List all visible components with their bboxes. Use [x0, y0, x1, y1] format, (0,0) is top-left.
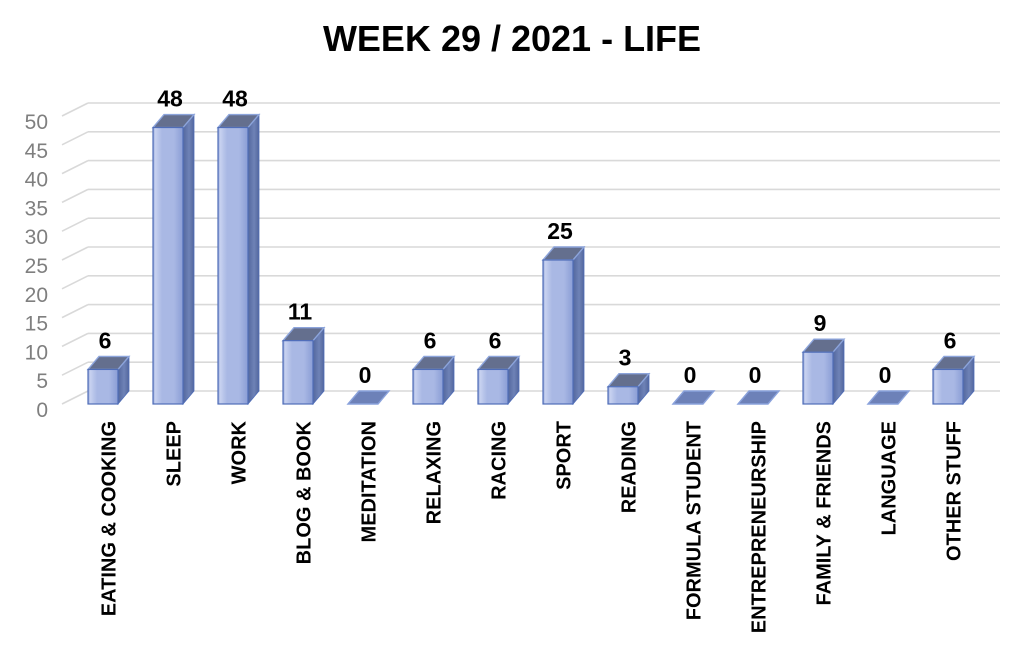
x-category-label: MEDITATION	[359, 421, 381, 542]
x-category-label: SPORT	[554, 421, 576, 490]
bar-value-label: 6	[489, 327, 502, 353]
bar-value-label: 0	[879, 362, 892, 388]
bar-side-face	[247, 113, 260, 406]
bar-zero-marker	[866, 390, 911, 405]
bar-value-label: 0	[359, 362, 372, 388]
x-category-label: OTHER STUFF	[944, 421, 966, 561]
gridline-depth-tick	[61, 246, 89, 261]
bar-value-label: 6	[424, 327, 437, 353]
bar	[932, 368, 964, 405]
gridline-depth-tick	[61, 361, 89, 376]
bar-value-label: 9	[814, 310, 827, 336]
y-tick-label: 40	[25, 169, 48, 192]
x-category-label: BLOG & BOOK	[294, 420, 316, 564]
gridline-depth-tick	[61, 102, 89, 117]
bar	[607, 386, 639, 405]
bar-zero-marker	[736, 390, 781, 405]
y-tick-label: 20	[25, 284, 48, 307]
bar-value-label: 25	[547, 218, 573, 244]
x-category-label: WORK	[229, 420, 251, 484]
x-category-label: ENTREPRENEURSHIP	[749, 421, 771, 633]
chart-title: WEEK 29 / 2021 - LIFE	[322, 18, 702, 59]
x-axis-labels: EATING & COOKING SLEEP WORK BLOG & BOOK MEDI…	[99, 420, 966, 633]
bar-value-label: 11	[288, 299, 313, 325]
bar-value-label: 0	[684, 362, 697, 388]
x-category-label: FORMULA STUDENT	[684, 421, 706, 620]
gridline-depth-tick	[61, 275, 89, 290]
bar-value-label: 48	[222, 86, 248, 112]
y-tick-label: 25	[25, 255, 48, 278]
bar-zero-marker	[671, 390, 716, 405]
x-category-label: LANGUAGE	[879, 421, 901, 535]
bar-value-label: 48	[157, 86, 183, 112]
bar	[152, 126, 184, 405]
gridline-depth-tick	[61, 131, 89, 146]
bar-side-face	[572, 245, 585, 406]
y-tick-label: 10	[25, 341, 48, 364]
bar-value-label: 3	[619, 345, 632, 371]
data-labels: 6 48 48 11 0 6 6 25 3 0 0 9 0 6	[99, 86, 957, 388]
gridline-depth-tick	[61, 390, 89, 405]
x-category-label: SLEEP	[164, 421, 186, 487]
bar-zero-marker	[346, 390, 391, 405]
y-tick-label: 15	[25, 313, 48, 336]
gridline-depth-tick	[61, 332, 89, 348]
bar	[217, 126, 249, 405]
x-category-label: FAMILY & FRIENDS	[814, 421, 836, 605]
bar	[802, 351, 834, 405]
bar	[87, 368, 119, 405]
gridline-depth-tick	[61, 217, 89, 232]
y-tick-label: 30	[25, 226, 48, 249]
x-category-label: EATING & COOKING	[99, 421, 121, 616]
x-category-label: RELAXING	[424, 421, 446, 524]
y-tick-label: 0	[36, 399, 48, 422]
bar-value-label: 0	[749, 362, 762, 388]
bar-side-face	[182, 113, 195, 406]
bar	[477, 368, 509, 405]
y-tick-label: 50	[25, 111, 48, 134]
y-tick-label: 45	[25, 140, 48, 163]
x-category-label: READING	[619, 421, 641, 513]
x-category-label: RACING	[489, 421, 511, 500]
gridline-depth-tick	[61, 159, 89, 175]
gridline-depth-tick	[61, 188, 89, 204]
bar	[412, 368, 444, 405]
bars	[86, 113, 976, 406]
gridline-depth-tick	[61, 303, 89, 319]
bar-value-label: 6	[99, 327, 112, 353]
bar	[282, 340, 314, 405]
y-tick-label: 35	[25, 197, 48, 220]
bar-value-label: 6	[944, 327, 957, 353]
y-tick-label: 5	[36, 370, 48, 393]
bar	[542, 259, 574, 405]
y-gridlines	[61, 102, 1000, 405]
y-axis-labels: 0 5 10 15 20 25 30 35 40 45 50	[25, 111, 48, 422]
